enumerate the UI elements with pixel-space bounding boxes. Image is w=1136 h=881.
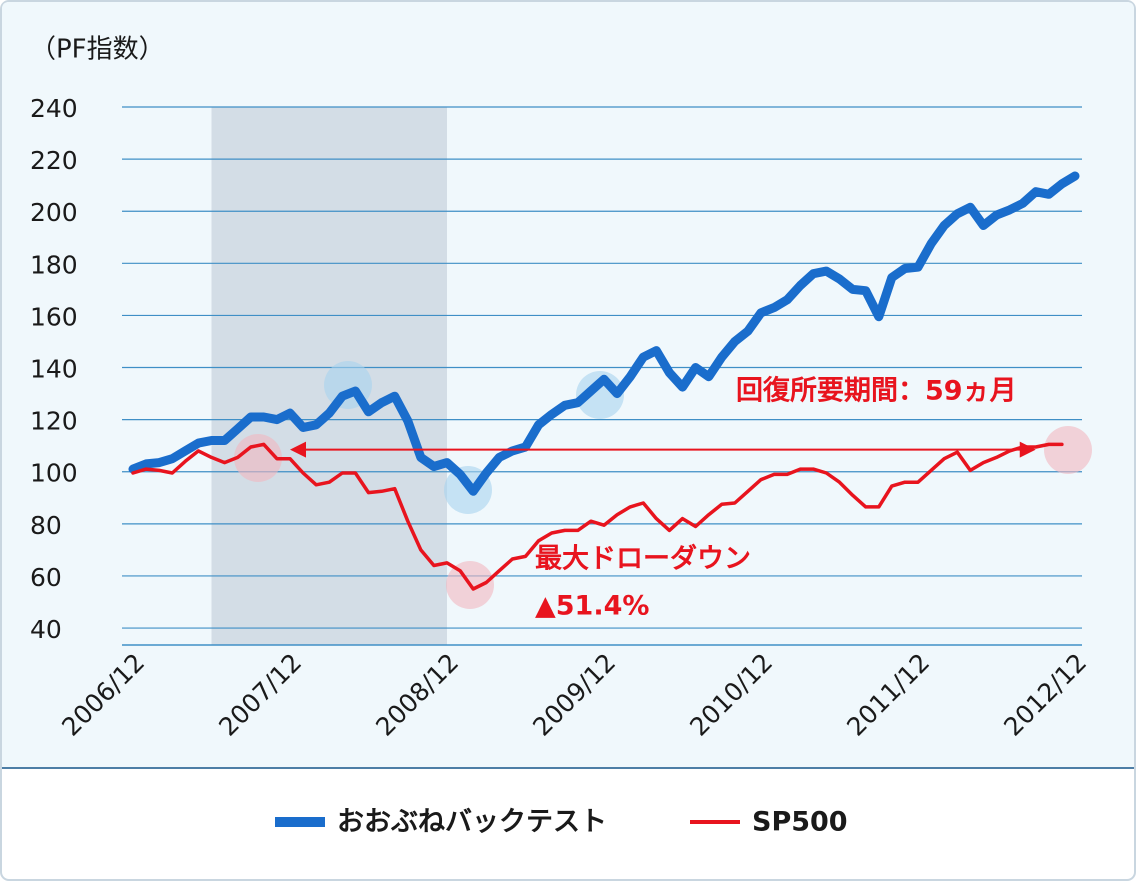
y-tick-label: 220 — [30, 146, 78, 175]
y-tick-label: 200 — [30, 198, 78, 227]
arrow-head — [290, 441, 306, 458]
arrow-head — [1019, 441, 1036, 458]
series-line — [128, 171, 1080, 496]
highlight — [1044, 426, 1092, 474]
y-tick-label: 120 — [30, 407, 78, 436]
annotation: 最大ドローダウン — [535, 543, 751, 575]
y-tick-label: 80 — [30, 511, 62, 540]
highlight — [234, 434, 282, 482]
y-tick-label: 140 — [30, 355, 78, 384]
y-tick-label: 100 — [30, 459, 78, 488]
y-axis-label: （PF指数） — [30, 35, 165, 65]
y-tick-label: 180 — [30, 250, 78, 279]
y-tick-label: 40 — [30, 615, 62, 644]
annotation: ▲51.4% — [535, 591, 649, 622]
y-tick-label: 240 — [30, 94, 78, 123]
y-tick-label: 60 — [30, 563, 62, 592]
legend-label: SP500 — [752, 807, 848, 838]
y-tick-label: 160 — [30, 302, 78, 331]
series-line — [131, 442, 1064, 591]
legend-label: おおぶねバックテスト — [337, 807, 607, 838]
annotation: 回復所要期間：59ヵ月 — [736, 375, 1017, 407]
